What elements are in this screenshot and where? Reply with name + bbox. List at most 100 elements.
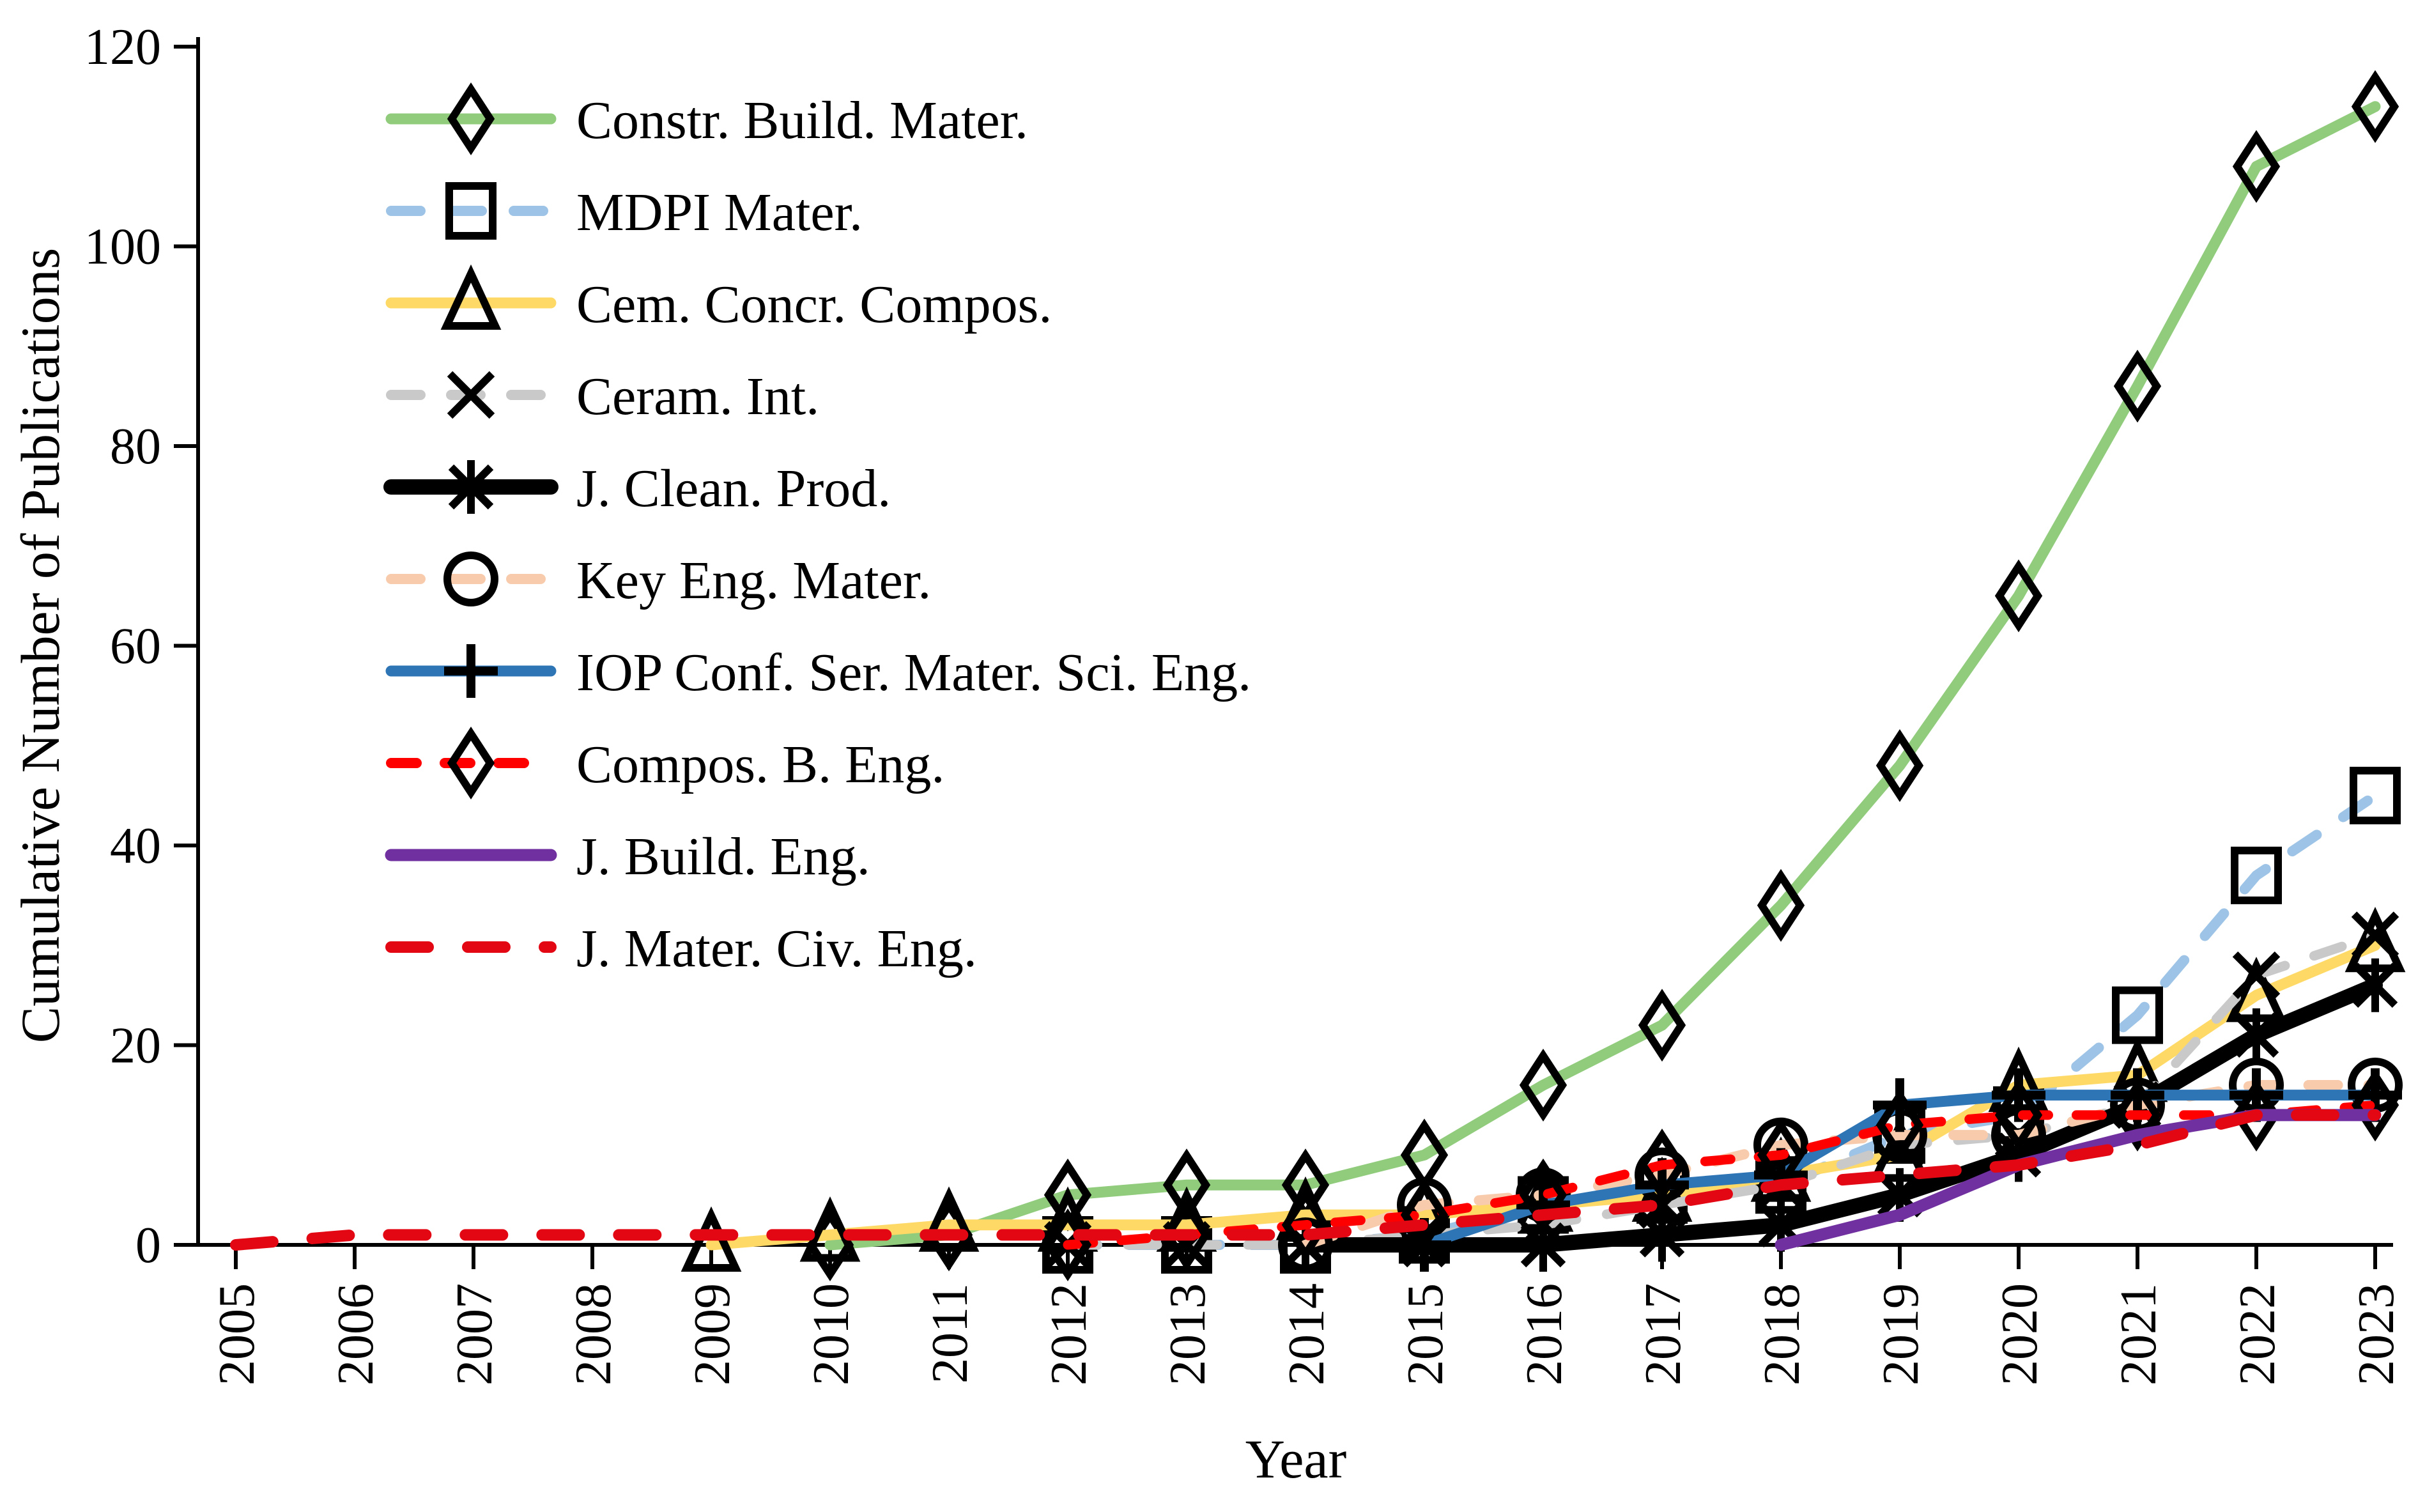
marker-diamond-icon xyxy=(2232,1078,2281,1152)
asterisk-shape xyxy=(2352,958,2398,1012)
diamond-shape xyxy=(1638,989,1686,1062)
triangle-shape xyxy=(681,1206,742,1272)
marker-diamond-icon xyxy=(1638,989,1686,1062)
marker-triangle-icon xyxy=(799,1196,861,1262)
asterisk-shape xyxy=(1639,1208,1685,1262)
legend-item-constr-build-mater: Constr. Build. Mater. xyxy=(385,82,1028,155)
legend-marker-triangle-icon xyxy=(440,264,502,330)
legend-label: Key Eng. Mater. xyxy=(576,551,931,610)
marker-asterisk-icon xyxy=(1639,1208,1685,1262)
diamond-shape xyxy=(1994,1078,2043,1152)
marker-diamond-icon xyxy=(1519,1049,1567,1122)
diamond-shape xyxy=(447,82,495,155)
plus-shape xyxy=(1873,1078,1927,1132)
x-tick-label: 2019 xyxy=(1873,1283,1929,1385)
y-tick-label: 100 xyxy=(84,219,161,275)
legend-label: IOP Conf. Ser. Mater. Sci. Eng. xyxy=(576,643,1251,702)
marker-diamond-icon xyxy=(1875,729,1924,802)
x-tick-label: 2017 xyxy=(1635,1283,1691,1385)
diamond-shape xyxy=(1994,559,2043,633)
triangle-shape xyxy=(799,1196,861,1262)
marker-diamond-icon xyxy=(1994,1078,2043,1152)
x-tick-label: 2010 xyxy=(803,1283,859,1385)
series-line xyxy=(230,1109,2381,1251)
legend-item-mdpi-mater: MDPI Mater. xyxy=(386,182,863,242)
diamond-shape xyxy=(1400,1178,1449,1252)
legend-marker-x-icon xyxy=(447,371,495,419)
marker-diamond-icon xyxy=(2351,1068,2399,1142)
series-compos-b-eng xyxy=(1043,1068,2399,1281)
y-tick-label: 80 xyxy=(110,419,161,475)
legend-marker-diamond-icon xyxy=(447,82,495,155)
x-tick-label: 2006 xyxy=(328,1283,384,1385)
diamond-shape xyxy=(2113,350,2162,423)
diamond-shape xyxy=(1162,1198,1211,1272)
y-tick-label: 0 xyxy=(135,1217,161,1274)
legend-item-key-eng-mater: Key Eng. Mater. xyxy=(386,551,931,610)
legend-label: Constr. Build. Mater. xyxy=(576,91,1028,150)
diamond-shape xyxy=(1757,868,1805,942)
marker-diamond-icon xyxy=(1875,1088,1924,1162)
square-shape xyxy=(2231,846,2282,904)
series-line xyxy=(1298,977,2383,1253)
legend-item-cem-concr-compos: Cem. Concr. Compos. xyxy=(385,264,1052,334)
x-shape xyxy=(2351,911,2399,959)
legend-label: Compos. B. Eng. xyxy=(576,735,944,794)
square-shape xyxy=(2350,766,2401,824)
marker-diamond-icon xyxy=(1757,868,1805,942)
legend-item-j-clean-prod: J. Clean. Prod. xyxy=(383,459,891,518)
marker-diamond-icon xyxy=(2351,70,2399,143)
plot-area xyxy=(230,70,2406,1281)
y-tick-label: 120 xyxy=(84,19,161,75)
y-tick-label: 40 xyxy=(110,818,161,874)
legend-item-ceram-int: Ceram. Int. xyxy=(386,367,819,426)
marker-x-icon xyxy=(2351,911,2399,959)
x-tick-label: 2009 xyxy=(684,1283,741,1385)
marker-asterisk-icon xyxy=(2233,1008,2279,1062)
marker-diamond-icon xyxy=(1281,1188,1330,1261)
diamond-shape xyxy=(1519,1158,1567,1231)
x-axis-title: Year xyxy=(1245,1428,1346,1490)
marker-square-icon xyxy=(2231,846,2282,904)
diamond-shape xyxy=(2351,1068,2399,1142)
asterisk-shape xyxy=(448,460,494,514)
diamond-shape xyxy=(1638,1129,1686,1201)
diamond-shape xyxy=(2351,70,2399,143)
x-shape xyxy=(2232,951,2281,999)
x-tick-label: 2016 xyxy=(1516,1283,1573,1385)
y-tick-label: 60 xyxy=(110,619,161,675)
x-tick-label: 2018 xyxy=(1754,1283,1810,1385)
diamond-shape xyxy=(2232,130,2281,203)
x-tick-label: 2020 xyxy=(1992,1283,2048,1385)
legend-label: J. Mater. Civ. Eng. xyxy=(576,919,977,978)
marker-asterisk-icon xyxy=(2352,958,2398,1012)
x-tick-label: 2012 xyxy=(1041,1283,1097,1385)
marker-diamond-icon xyxy=(1519,1158,1567,1231)
x-shape xyxy=(447,371,495,419)
diamond-shape xyxy=(1162,1148,1211,1222)
legend-marker-circle-icon xyxy=(443,552,498,606)
triangle-shape xyxy=(440,264,502,330)
marker-diamond-icon xyxy=(2232,130,2281,203)
y-tick-label: 20 xyxy=(110,1018,161,1074)
legend-label: J. Clean. Prod. xyxy=(576,459,891,518)
circle-shape xyxy=(443,552,498,606)
marker-triangle-icon xyxy=(918,1186,980,1252)
diamond-shape xyxy=(1281,1188,1330,1261)
marker-diamond-icon xyxy=(2113,350,2162,423)
square-shape xyxy=(445,182,497,240)
legend-item-compos-b-eng: Compos. B. Eng. xyxy=(386,727,944,799)
legend-item-j-mater-civ-eng: J. Mater. Civ. Eng. xyxy=(385,919,977,978)
marker-diamond-icon xyxy=(1400,1178,1449,1252)
marker-diamond-icon xyxy=(1638,1129,1686,1201)
x-tick-label: 2013 xyxy=(1160,1283,1216,1385)
legend-item-iop-conf-ser-mater-sci-eng: IOP Conf. Ser. Mater. Sci. Eng. xyxy=(385,643,1251,702)
plus-shape xyxy=(444,644,498,698)
x-tick-label: 2005 xyxy=(209,1283,265,1385)
marker-triangle-icon xyxy=(681,1206,742,1272)
triangle-shape xyxy=(918,1186,980,1252)
diamond-shape xyxy=(2232,1078,2281,1152)
marker-x-icon xyxy=(2232,951,2281,999)
